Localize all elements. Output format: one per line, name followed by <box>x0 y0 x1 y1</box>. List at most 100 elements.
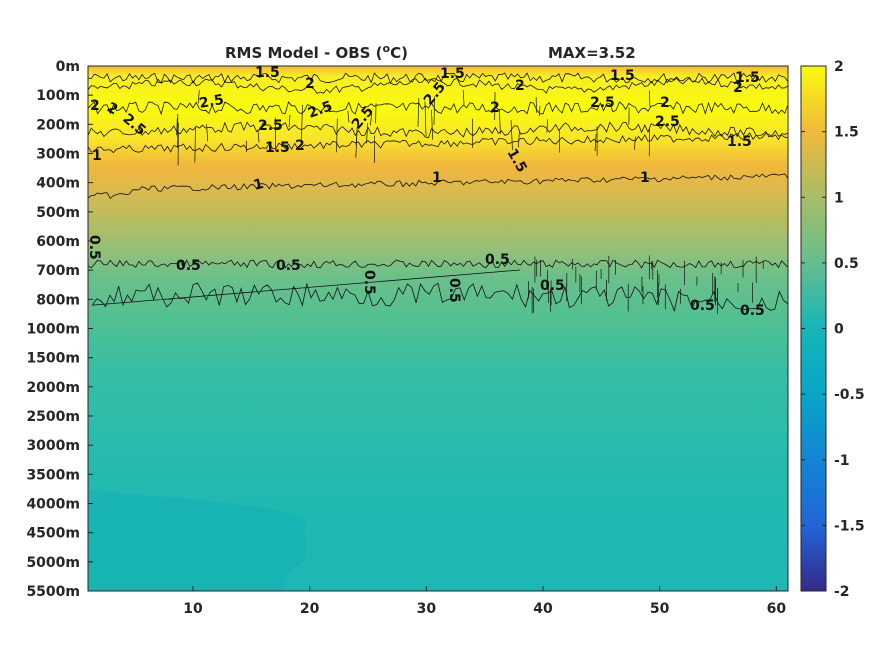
contour-fragment <box>634 136 636 150</box>
contour-fragment <box>539 105 541 117</box>
contour-line <box>87 101 789 116</box>
y-tick-label: 2000m <box>26 380 80 396</box>
contour-label: 1 <box>640 170 650 186</box>
contour-label: 2 <box>733 80 743 96</box>
y-tick-label: 400m <box>36 176 80 192</box>
contour-line <box>87 77 789 94</box>
contour-label: 2.5 <box>258 118 283 134</box>
contour-label: 2 <box>490 100 500 116</box>
contour-label: 1.5 <box>727 134 752 150</box>
x-tick-label: 20 <box>300 601 320 617</box>
title-unit: C) <box>390 44 408 62</box>
contour-fragment <box>594 133 597 152</box>
contour-label: 2 <box>295 138 305 154</box>
max-label: MAX=3.52 <box>548 44 636 62</box>
colorbar-tick-label: -0.5 <box>834 387 865 403</box>
contour-fragment <box>370 111 373 126</box>
y-tick-label: 2500m <box>26 409 80 425</box>
contour-fragment <box>336 118 338 153</box>
contour-fragment <box>462 90 465 105</box>
contour-label: 0.5 <box>276 258 301 274</box>
contour-lines <box>87 72 789 315</box>
contour-label: 1.5 <box>735 70 760 86</box>
x-tick-label: 50 <box>650 601 670 617</box>
contour-label: 2.5 <box>198 92 225 112</box>
title-text: RMS Model - OBS ( <box>225 44 383 62</box>
contour-label: 0.5 <box>740 303 765 319</box>
y-tick-label: 5500m <box>26 584 80 600</box>
title-superscript: o <box>383 42 391 55</box>
colorbar: 2 1.5 1 0.5 0 -0.5 -1 -1.5 -2 <box>800 59 865 600</box>
contour-fragment <box>194 127 196 163</box>
y-tick-label: 3500m <box>26 467 80 483</box>
colorbar-tick-label: -1 <box>834 453 850 469</box>
contour-fragment <box>417 98 420 127</box>
y-tick-label: 800m <box>36 292 80 308</box>
contour-fragment <box>197 90 200 104</box>
contour-label: 2 <box>90 98 100 114</box>
contour-label: 0.5 <box>361 270 377 295</box>
contour-label: 2.5 <box>590 95 615 111</box>
contour-label: 1 <box>252 176 266 194</box>
contour-line <box>91 269 789 312</box>
colorbar-tick-label: 0 <box>834 322 844 338</box>
y-tick-label: 1500m <box>26 351 80 367</box>
contour-label: 0.5 <box>690 298 715 314</box>
colorbar-tick-label: 1 <box>834 190 844 206</box>
colorbar-tick-label: 0.5 <box>834 256 859 272</box>
deep-water-patch <box>88 490 305 591</box>
y-tick-label: 100m <box>36 88 80 104</box>
contour-fragment <box>366 123 369 144</box>
colorbar-tick-label: -2 <box>834 584 850 600</box>
y-tick-label: 1000m <box>26 322 80 338</box>
contour-fragment <box>288 114 291 128</box>
contour-label: 2.5 <box>306 98 335 122</box>
contour-line <box>87 72 789 84</box>
x-axis: 10 20 30 40 50 60 <box>183 586 786 617</box>
contour-label: 1.5 <box>265 140 290 156</box>
contour-fragment <box>257 129 260 143</box>
contour-fragment <box>546 119 548 133</box>
y-tick-label: 4000m <box>26 497 80 513</box>
contour-fragment <box>177 122 179 148</box>
plot-area: 1.521.521.521.52 2.52.52.5 2.52.5 2 2.5 22.52… <box>86 65 789 592</box>
colorbar-tick-label: -1.5 <box>834 518 865 534</box>
contour-label: 2.5 <box>655 114 680 130</box>
y-tick-label: 0m <box>56 59 80 75</box>
contour-fragment <box>499 109 501 134</box>
y-tick-label: 600m <box>36 234 80 250</box>
contour-fragment <box>355 134 358 147</box>
contour-labels: 1.521.521.521.52 2.52.52.5 2.52.5 2 2.5 22.52… <box>86 65 765 319</box>
contour-line <box>87 121 789 139</box>
contour-label: 2 <box>515 78 525 94</box>
contour-label: 1.5 <box>255 65 280 81</box>
contour-label: 0.5 <box>446 278 462 303</box>
contour-label: 0.5 <box>540 278 565 294</box>
contour-fragment <box>431 109 434 140</box>
contour-line <box>87 259 789 270</box>
contour-fragment <box>301 104 303 140</box>
x-tick-label: 30 <box>417 601 437 617</box>
y-tick-label: 3000m <box>26 438 80 454</box>
x-tick-label: 10 <box>183 601 203 617</box>
contour-label: 1 <box>432 170 442 186</box>
contour-line <box>87 132 789 154</box>
contour-fragment <box>424 101 427 136</box>
contour-label: 0.5 <box>176 258 201 274</box>
contour-line <box>87 173 789 200</box>
contour-fragment <box>206 124 209 142</box>
x-tick-label: 40 <box>533 601 553 617</box>
y-tick-label: 300m <box>36 147 80 163</box>
colorbar-tick-label: 1.5 <box>834 125 859 141</box>
y-tick-label: 5000m <box>26 555 80 571</box>
colorbar-tick-label: 2 <box>834 59 844 75</box>
contour-label: 2 <box>305 76 315 92</box>
contour-fragment <box>347 110 350 123</box>
contour-fragment <box>510 120 513 150</box>
contour-fragment <box>518 130 520 148</box>
contour-label: 1.5 <box>440 66 465 82</box>
y-tick-label: 4500m <box>26 526 80 542</box>
contour-label: 2 <box>660 95 670 111</box>
y-tick-label: 500m <box>36 205 80 221</box>
